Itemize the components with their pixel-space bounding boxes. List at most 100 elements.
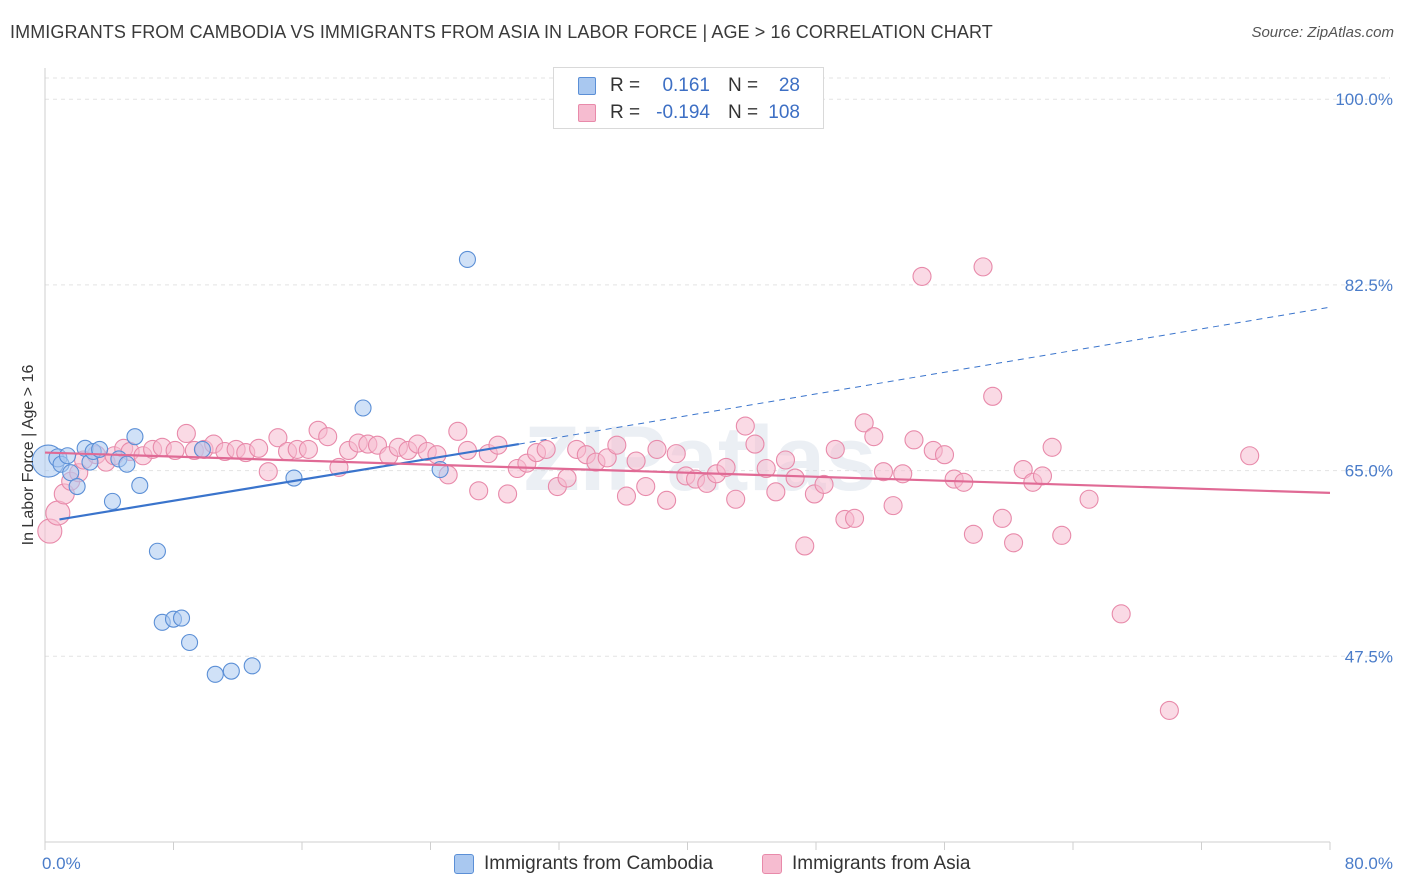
asia-point	[934, 445, 955, 465]
asia-point	[597, 448, 617, 468]
cambodia-point	[193, 440, 211, 458]
cambodia-point	[181, 633, 199, 652]
series-legend: Immigrants from Cambodia Immigrants from…	[0, 852, 1406, 878]
asia-point	[825, 439, 845, 459]
asia-point	[912, 266, 932, 286]
cambodia-point	[126, 428, 144, 446]
legend-label: Immigrants from Cambodia	[484, 853, 714, 874]
asia-point	[268, 428, 288, 448]
asia-point	[726, 489, 746, 509]
cambodia-point	[103, 492, 122, 510]
asia-point	[1159, 700, 1179, 720]
asia-point	[1013, 459, 1033, 480]
asia-point	[666, 444, 686, 464]
r-value: 0.161	[662, 75, 710, 96]
asia-swatch	[578, 104, 596, 122]
x-tick-label: 80.0%	[1345, 854, 1393, 873]
asia-point	[873, 462, 894, 482]
series-cambodia-points	[31, 250, 476, 683]
y-tick-label: 47.5%	[1345, 647, 1393, 666]
asia-point	[1079, 489, 1099, 509]
asia-point	[785, 468, 805, 488]
asia-point	[756, 458, 776, 479]
cambodia-point	[222, 662, 240, 680]
asia-point	[176, 423, 196, 444]
cambodia-swatch	[578, 77, 596, 95]
series-asia-points	[37, 257, 1260, 720]
cambodia-swatch	[454, 854, 474, 874]
asia-point	[249, 438, 269, 458]
cambodia-point	[118, 455, 136, 473]
asia-point	[854, 413, 874, 433]
legend-label: Immigrants from Asia	[792, 853, 971, 874]
asia-point	[657, 490, 677, 510]
asia-point	[864, 427, 884, 447]
n-label: N =	[728, 75, 759, 96]
asia-point	[992, 508, 1012, 528]
asia-point	[616, 486, 637, 506]
asia-point	[427, 445, 447, 465]
cambodia-point	[206, 665, 224, 683]
asia-point	[557, 468, 577, 488]
asia-point	[448, 421, 468, 441]
cambodia-point	[354, 399, 372, 417]
asia-point	[735, 416, 755, 436]
asia-point	[298, 439, 318, 459]
asia-point	[973, 257, 993, 277]
asia-swatch	[762, 854, 782, 874]
asia-point	[165, 440, 185, 461]
asia-point	[963, 524, 983, 544]
asia-point	[716, 457, 736, 477]
tick-labels: 47.5% 65.0% 82.5% 100.0% 0.0% 80.0%	[42, 90, 1393, 873]
asia-point	[1032, 466, 1053, 486]
asia-point	[626, 451, 646, 471]
grid	[45, 77, 1390, 657]
y-tick-label: 65.0%	[1345, 462, 1393, 481]
cambodia-point	[68, 477, 86, 496]
n-value: 28	[778, 75, 800, 96]
asia-point	[607, 435, 627, 455]
asia-point	[258, 462, 278, 482]
r-value: -0.194	[656, 102, 710, 123]
asia-point	[904, 430, 924, 450]
asia-point	[745, 434, 765, 454]
r-label: R =	[610, 102, 641, 123]
cambodia-point	[62, 464, 80, 482]
cambodia-trend-line	[59, 442, 520, 521]
cambodia-point	[148, 542, 166, 560]
asia-point	[636, 476, 656, 497]
asia-point	[1042, 437, 1062, 457]
asia-point	[795, 536, 815, 556]
y-axis-title: In Labor Force | Age > 16	[20, 365, 37, 546]
asia-point	[536, 439, 556, 459]
cambodia-point	[243, 657, 261, 675]
asia-point	[766, 482, 786, 502]
asia-point	[647, 439, 667, 459]
asia-point	[488, 435, 508, 455]
asia-point	[844, 508, 865, 528]
cambodia-point	[458, 250, 476, 269]
asia-trend-line	[44, 451, 1331, 494]
asia-point	[45, 500, 71, 526]
asia-point	[1052, 525, 1072, 545]
asia-point	[318, 427, 338, 447]
asia-point	[1004, 533, 1024, 553]
cambodia-point	[58, 447, 77, 465]
correlation-legend: R = 0.161 N = 28 R = -0.194 N = 108	[553, 67, 824, 129]
cambodia-point	[172, 609, 191, 627]
source-label: Source: ZipAtlas.com	[1251, 24, 1394, 41]
asia-point	[883, 496, 903, 516]
x-tick-label: 0.0%	[42, 854, 81, 873]
cambodia-point	[285, 469, 303, 487]
r-label: R =	[610, 75, 641, 96]
y-tick-label: 82.5%	[1345, 276, 1393, 295]
chart-title: IMMIGRANTS FROM CAMBODIA VS IMMIGRANTS F…	[10, 22, 993, 42]
cambodia-trend-extension	[518, 306, 1331, 445]
asia-point	[983, 386, 1003, 406]
cambodia-point	[131, 476, 149, 495]
asia-point	[469, 481, 489, 501]
asia-point	[814, 474, 834, 494]
asia-point	[775, 450, 796, 470]
n-label: N =	[728, 102, 759, 123]
